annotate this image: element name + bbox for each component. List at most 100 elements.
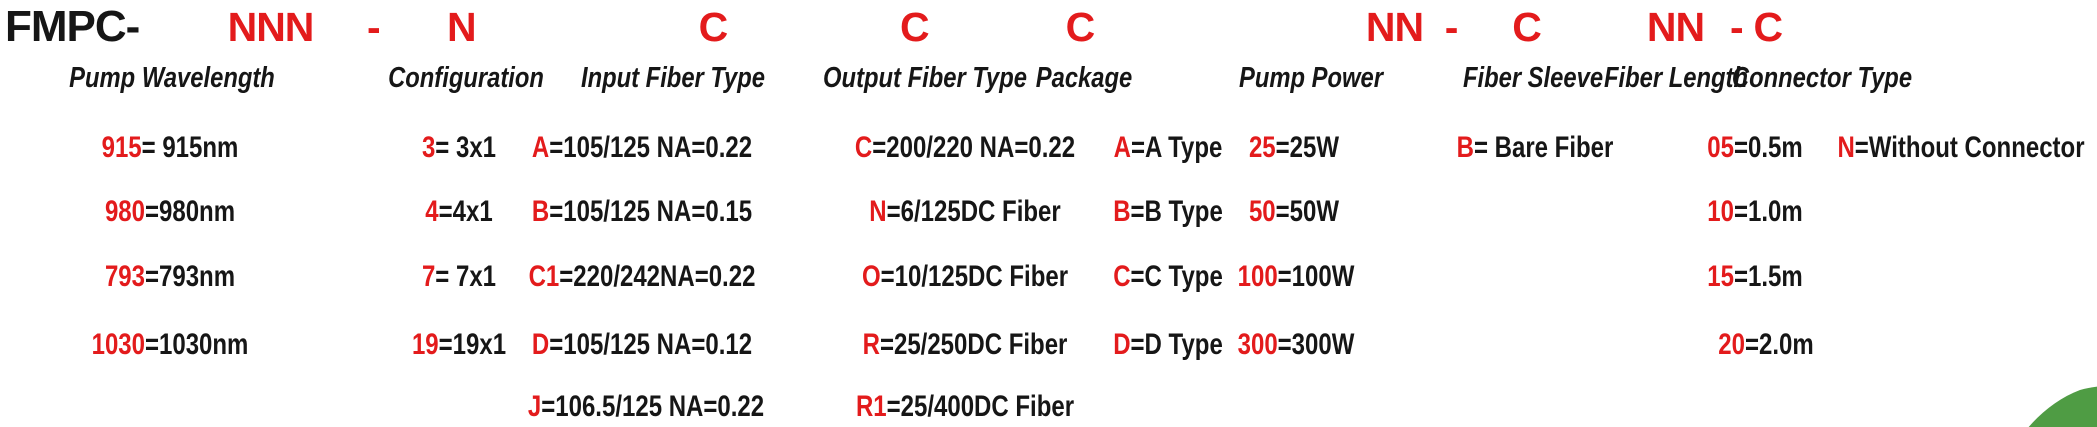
option-desc: =50W <box>1275 195 1339 228</box>
option-code: B <box>1113 195 1131 228</box>
header-output-fiber-type: Output Fiber Type <box>822 62 1027 94</box>
option-code: 4 <box>425 195 439 228</box>
option-desc: =6/125DC Fiber <box>886 195 1061 228</box>
option-config-3x1: 3= 3x1 <box>422 130 496 166</box>
option-connector-n: N=Without Connector <box>1837 130 2084 166</box>
code-fiber-length: NN <box>1646 4 1705 50</box>
option-power-300w: 300=300W <box>1238 327 1355 363</box>
option-code: D <box>531 328 549 361</box>
header-connector-type: Connector Type <box>1732 62 1913 94</box>
option-code: 15 <box>1707 260 1735 293</box>
code-connector: C <box>1753 4 1783 50</box>
option-length-20: 20=2.0m <box>1718 327 1813 363</box>
option-output-c: C=200/220 NA=0.22 <box>855 130 1075 166</box>
option-desc: = 7x1 <box>435 260 497 293</box>
option-desc: =105/125 NA=0.22 <box>548 131 752 164</box>
code-pump-power: NN <box>1365 4 1424 50</box>
option-input-c1: C1=220/242NA=0.22 <box>528 259 755 295</box>
option-package-c: C=C Type <box>1113 259 1223 295</box>
option-code: 19 <box>412 328 439 361</box>
option-desc: =B Type <box>1130 195 1223 228</box>
option-code: 3 <box>422 131 436 164</box>
option-desc: =10/125DC Fiber <box>880 260 1068 293</box>
option-code: N <box>868 195 887 228</box>
option-desc: =25/400DC Fiber <box>886 390 1074 423</box>
option-desc: =105/125 NA=0.12 <box>548 328 752 361</box>
option-desc: =4x1 <box>438 195 493 228</box>
code-dash-1: - <box>366 4 381 50</box>
option-desc: =19x1 <box>438 328 507 361</box>
option-length-05: 05=0.5m <box>1707 130 1802 166</box>
option-desc: =25W <box>1275 131 1339 164</box>
option-code: 915 <box>101 131 142 164</box>
option-code: 1030 <box>91 328 145 361</box>
header-input-fiber-type: Input Fiber Type <box>581 62 766 94</box>
option-code: B <box>1456 131 1474 164</box>
header-configuration: Configuration <box>387 62 544 94</box>
option-code: 25 <box>1248 131 1276 164</box>
option-code: N <box>1837 131 1855 164</box>
option-power-25w: 25=25W <box>1249 130 1339 166</box>
option-desc: = 3x1 <box>435 131 497 164</box>
part-number-prefix: FMPC- <box>5 2 140 51</box>
code-input-fiber: C <box>698 4 729 50</box>
option-wavelength-1030: 1030=1030nm <box>91 327 248 363</box>
option-code: A <box>1113 131 1132 164</box>
option-input-d: D=105/125 NA=0.12 <box>532 327 752 363</box>
option-input-a: A=105/125 NA=0.22 <box>532 130 752 166</box>
header-fiber-length: Fiber Length <box>1603 62 1748 94</box>
option-wavelength-915: 915= 915nm <box>101 130 238 166</box>
option-desc: =A Type <box>1131 131 1223 164</box>
option-sleeve-bare-fiber: B= Bare Fiber <box>1457 130 1614 166</box>
header-pump-power: Pump Power <box>1238 62 1383 94</box>
option-wavelength-980: 980=980nm <box>105 194 235 230</box>
option-code: 50 <box>1248 195 1276 228</box>
header-fiber-sleeve: Fiber Sleeve <box>1462 62 1603 94</box>
option-desc: =2.0m <box>1744 328 1814 361</box>
option-desc: = Bare Fiber <box>1473 131 1614 164</box>
option-code: 980 <box>104 195 145 228</box>
code-wavelength: NNN <box>227 4 315 50</box>
option-code: 100 <box>1237 260 1278 293</box>
option-config-7x1: 7= 7x1 <box>422 259 496 295</box>
code-package: C <box>1065 4 1096 50</box>
code-dash-3: - <box>1729 4 1744 50</box>
option-desc: =Without Connector <box>1854 131 2085 164</box>
option-code: A <box>531 131 549 164</box>
option-code: 793 <box>104 260 145 293</box>
option-input-j: J=106.5/125 NA=0.22 <box>528 389 764 425</box>
option-code: J <box>527 390 542 423</box>
code-dash-2: - <box>1444 4 1459 50</box>
option-power-50w: 50=50W <box>1249 194 1339 230</box>
option-desc: =980nm <box>144 195 235 228</box>
option-config-19x1: 19=19x1 <box>412 327 506 363</box>
option-package-a: A=A Type <box>1114 130 1223 166</box>
option-code: R <box>862 328 880 361</box>
option-code: 20 <box>1717 328 1745 361</box>
option-package-b: B=B Type <box>1113 194 1223 230</box>
option-code: B <box>531 195 549 228</box>
option-desc: =793nm <box>144 260 235 293</box>
header-package: Package <box>1035 62 1133 94</box>
option-code: C <box>1113 260 1131 293</box>
option-output-r: R=25/250DC Fiber <box>862 327 1067 363</box>
option-power-100w: 100=100W <box>1238 259 1355 295</box>
option-desc: =C Type <box>1130 260 1223 293</box>
option-code: C <box>854 131 872 164</box>
option-length-10: 10=1.0m <box>1707 194 1802 230</box>
option-code: D <box>1113 328 1131 361</box>
option-desc: =105/125 NA=0.15 <box>548 195 752 228</box>
option-code: 300 <box>1237 328 1278 361</box>
option-code: 10 <box>1707 195 1735 228</box>
code-configuration: N <box>447 4 477 50</box>
code-output-fiber: C <box>899 4 930 50</box>
option-length-15: 15=1.5m <box>1707 259 1802 295</box>
option-desc: =1.5m <box>1734 260 1803 293</box>
option-desc: =300W <box>1277 328 1355 361</box>
option-package-d: D=D Type <box>1113 327 1223 363</box>
option-desc: =200/220 NA=0.22 <box>871 131 1075 164</box>
header-pump-wavelength: Pump Wavelength <box>69 62 275 94</box>
code-fiber-sleeve: C <box>1512 4 1542 50</box>
option-wavelength-793: 793=793nm <box>105 259 235 295</box>
